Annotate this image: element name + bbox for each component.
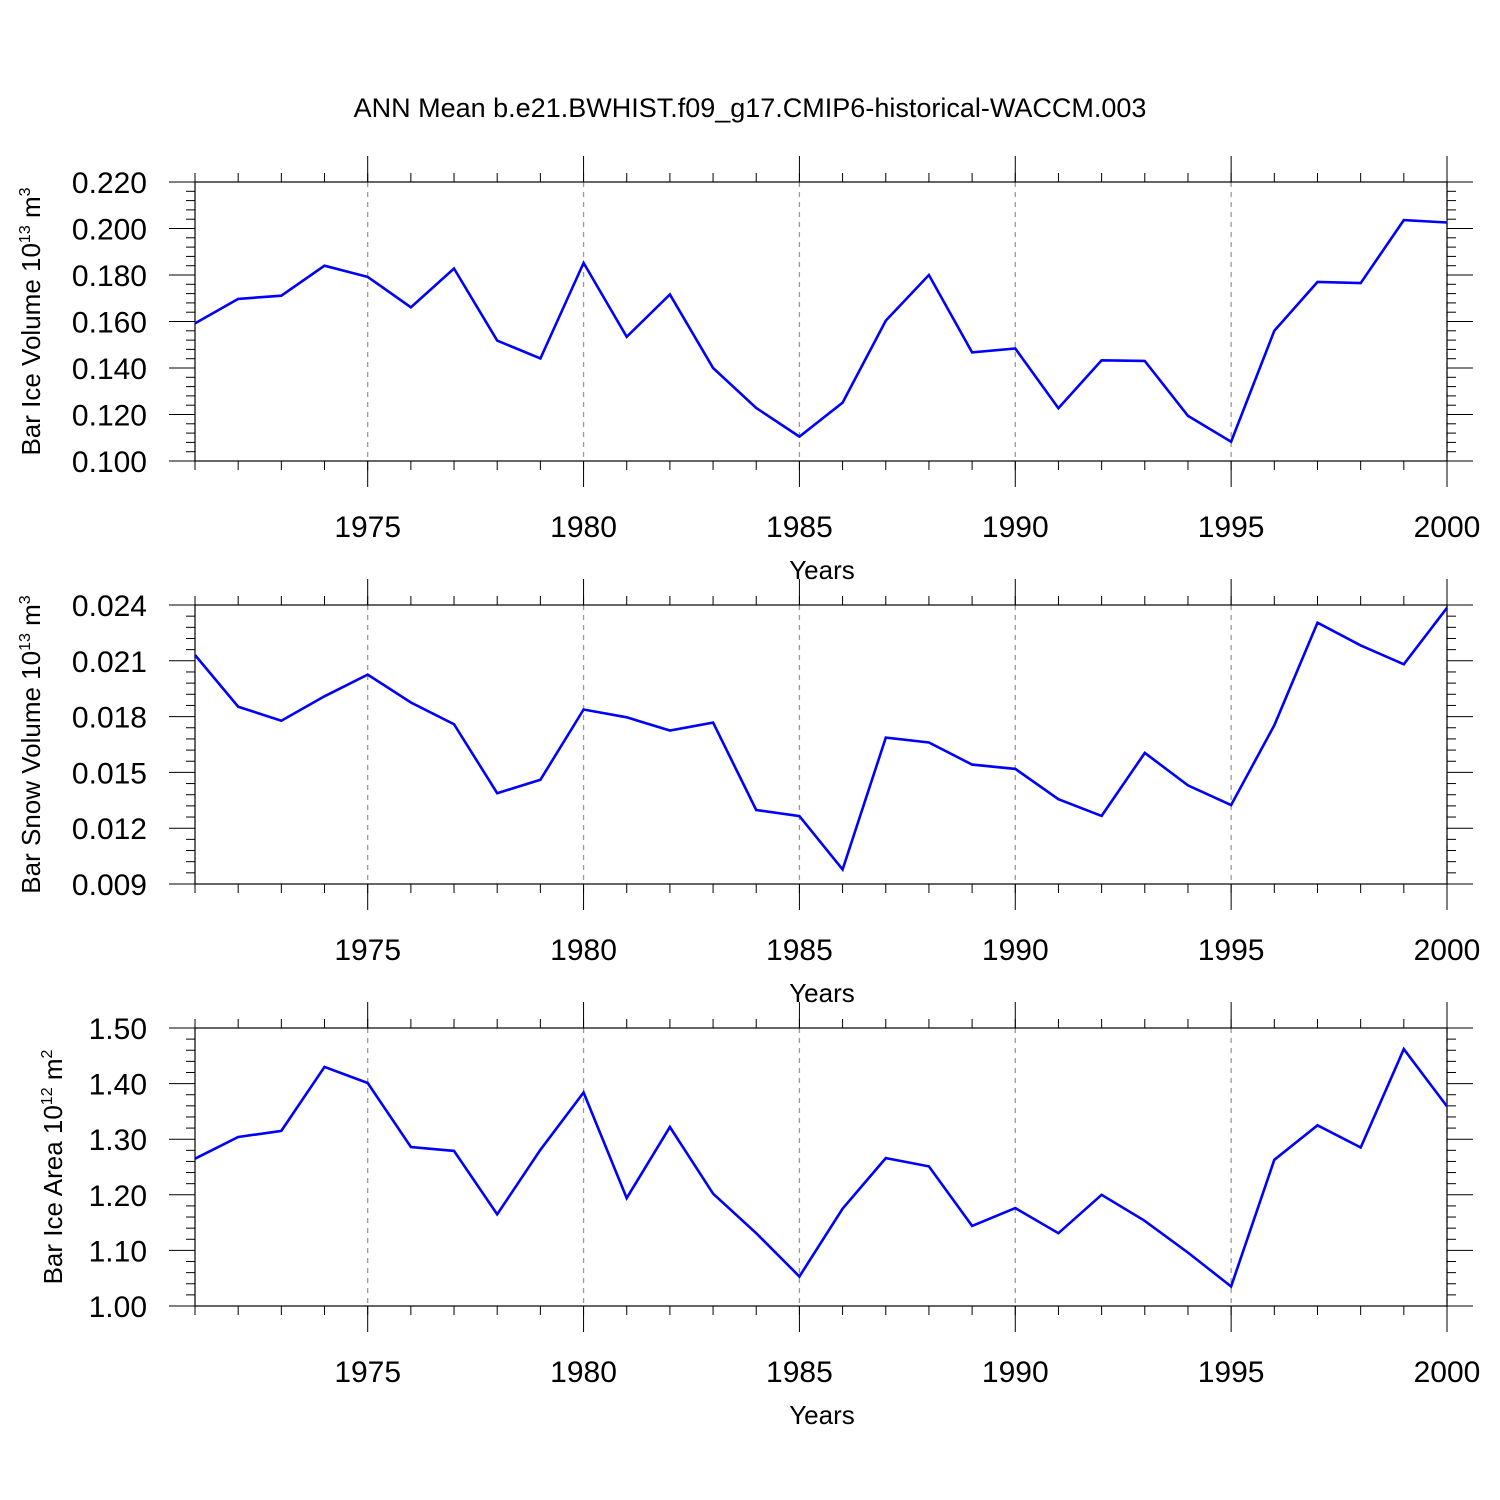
x-axis-label: Years: [789, 978, 855, 1008]
x-tick-label: 1995: [1198, 934, 1265, 967]
x-tick-label: 1975: [334, 511, 401, 544]
y-axis-label-part: 2: [39, 1049, 56, 1058]
y-tick-label: 0.021: [72, 646, 147, 679]
y-axis-label: Bar Ice Area 1012 m2: [38, 1049, 68, 1284]
x-tick-label: 1985: [766, 934, 833, 967]
x-tick-label: 1995: [1198, 511, 1265, 544]
x-tick-label: 1980: [550, 934, 617, 967]
x-tick-label: 1985: [766, 1356, 833, 1389]
y-tick-label: 0.120: [72, 400, 147, 433]
y-tick-label: 0.220: [72, 167, 147, 200]
x-tick-label: 1990: [982, 934, 1049, 967]
y-tick-label: 1.40: [89, 1069, 147, 1102]
x-tick-label: 2000: [1414, 511, 1481, 544]
y-axis-label-part: m: [16, 604, 46, 633]
y-axis-label-part: m: [38, 1058, 68, 1087]
plot-frame: [194, 604, 1448, 885]
x-axis-label: Years: [789, 1400, 855, 1430]
y-axis-label-part: 3: [17, 595, 34, 604]
x-tick-label: 1975: [334, 1356, 401, 1389]
y-axis-label-part: m: [16, 196, 46, 225]
y-axis-label-part: 12: [39, 1087, 56, 1105]
y-axis-label-part: Bar Ice Volume 10: [16, 243, 46, 455]
y-tick-label: 1.20: [89, 1180, 147, 1213]
panel-2: 0.009 0.012 0.015 0.018 0.021 0.024 1975 1980 19…: [16, 579, 1480, 1008]
y-tick-label: 1.30: [89, 1124, 147, 1157]
y-tick-label: 0.180: [72, 260, 147, 293]
y-tick-label: 0.015: [72, 757, 147, 790]
y-tick-label: 1.00: [89, 1291, 147, 1324]
y-tick-label: 1.50: [89, 1013, 147, 1046]
panel-3: 1.00 1.10 1.20 1.30 1.40 1.50 1975 1980 1985 1990…: [38, 1002, 1480, 1430]
y-axis-label-part: Bar Snow Volume 10: [16, 651, 46, 894]
y-axis-label: Bar Ice Volume 1013 m3: [16, 187, 46, 455]
y-axis-label-part: 13: [17, 225, 34, 243]
y-tick-label: 0.200: [72, 214, 147, 247]
y-tick-label: 1.10: [89, 1235, 147, 1268]
x-tick-label: 1980: [550, 511, 617, 544]
x-tick-label: 1990: [982, 511, 1049, 544]
chart-title: ANN Mean b.e21.BWHIST.f09_g17.CMIP6-hist…: [353, 93, 1147, 123]
y-axis-label: Bar Snow Volume 1013 m3: [16, 595, 46, 894]
y-tick-label: 0.100: [72, 446, 147, 479]
y-axis-label-part: 3: [17, 187, 34, 196]
y-axis-label-part: Bar Ice Area 10: [38, 1105, 68, 1284]
x-tick-label: 1990: [982, 1356, 1049, 1389]
x-axis-label: Years: [789, 555, 855, 585]
plot-frame: [194, 1027, 1448, 1307]
y-tick-label: 0.024: [72, 590, 147, 623]
y-tick-label: 0.009: [72, 869, 147, 902]
x-tick-label: 2000: [1414, 934, 1481, 967]
series-line: [194, 218, 1448, 444]
y-tick-label: 0.140: [72, 353, 147, 386]
x-tick-label: 1985: [766, 511, 833, 544]
y-tick-label: 0.012: [72, 813, 147, 846]
panel-1: 0.100 0.120 0.140 0.160 0.180 0.200 0.220 1975 1…: [16, 156, 1480, 585]
y-tick-label: 0.160: [72, 307, 147, 340]
y-tick-label: 0.018: [72, 702, 147, 735]
series-line: [194, 607, 1449, 873]
x-tick-label: 1980: [550, 1356, 617, 1389]
x-tick-label: 1995: [1198, 1356, 1265, 1389]
x-tick-label: 2000: [1414, 1356, 1481, 1389]
series-line: [194, 1046, 1449, 1289]
y-axis-label-part: 13: [17, 633, 34, 651]
x-tick-label: 1975: [334, 934, 401, 967]
